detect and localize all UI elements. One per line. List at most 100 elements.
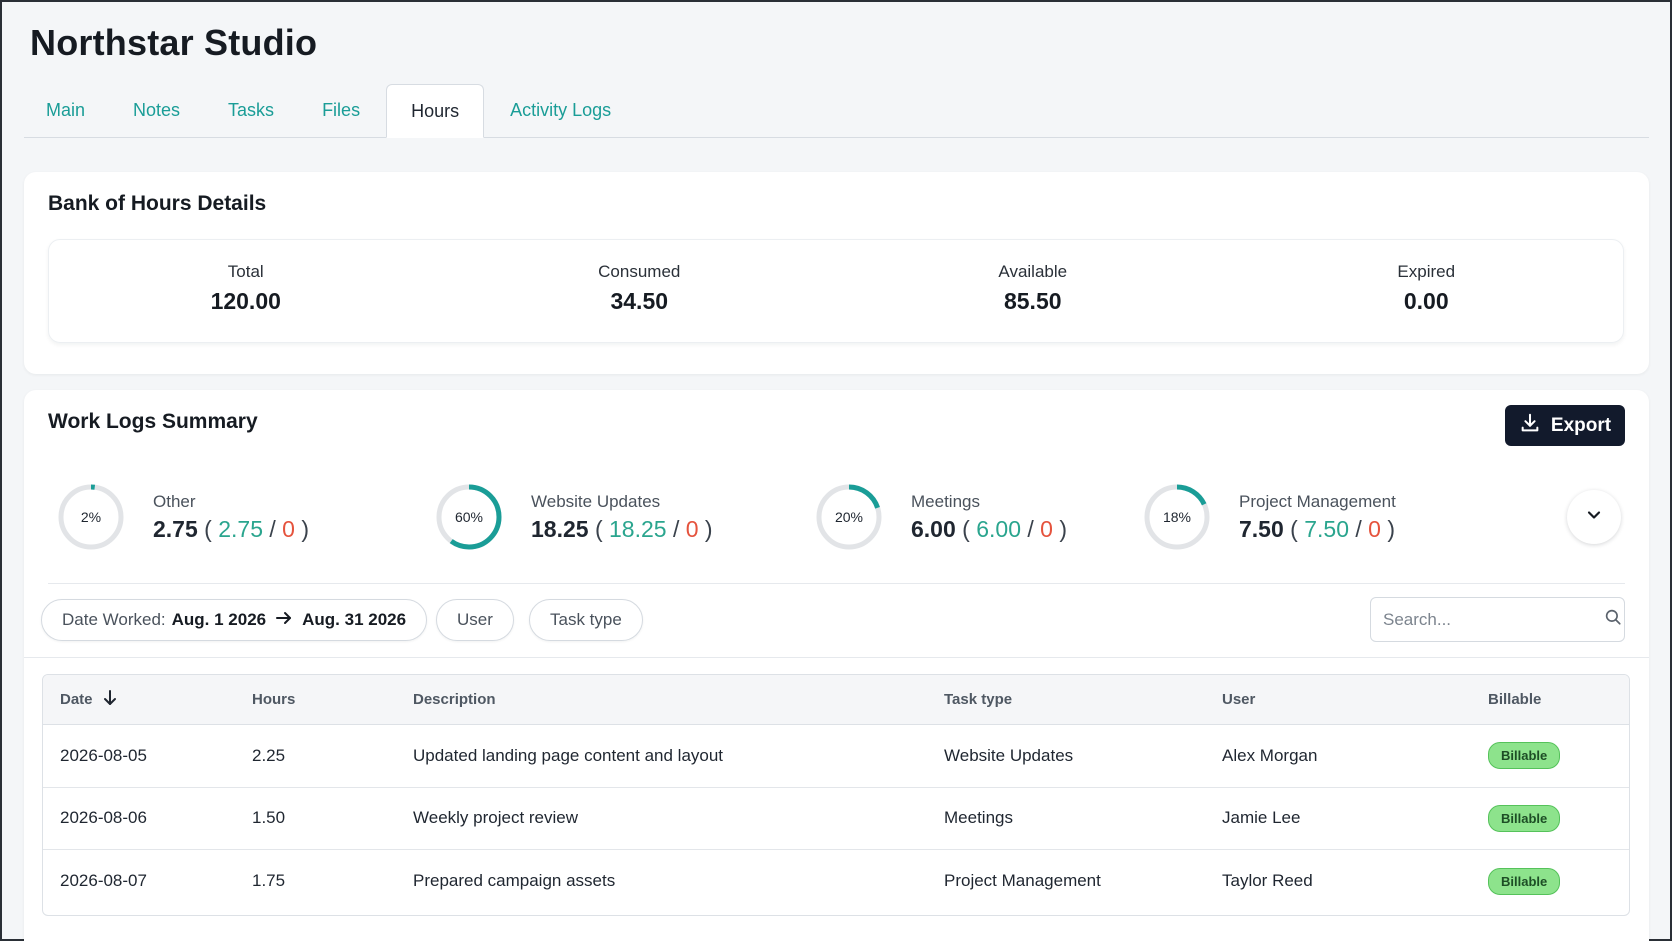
search-icon[interactable] [1604,608,1622,631]
expand-summary-button[interactable] [1567,490,1621,544]
progress-ring: 60% [435,483,503,551]
arrow-right-icon [276,610,292,630]
summary-values: 6.00 ( 6.00 / 0 ) [911,515,1068,542]
date-worked-filter[interactable]: Date Worked: Aug. 1 2026 Aug. 31 2026 [41,599,428,641]
cell-date: 2026-08-06 [60,808,147,828]
cell-task-type: Website Updates [944,745,1074,765]
summary-name: Meetings [911,491,980,511]
stat-label: Available [998,262,1068,281]
stat-consumed: Consumed 34.50 [443,240,837,342]
summary-billable: 7.50 [1304,515,1349,542]
table-row[interactable]: 2026-08-06 1.50 Weekly project review Me… [43,788,1629,850]
stat-value: 0.00 [1403,288,1449,314]
search-box [1370,597,1625,642]
summary-total: 18.25 [531,515,589,542]
summary-name: Website Updates [531,491,661,511]
cell-task-type: Project Management [944,871,1101,891]
ring-percent: 2% [80,509,102,525]
summary-item-meetings: 20% Meetings 6.00 ( 6.00 / 0 ) [815,482,1067,552]
billable-badge: Billable [1488,804,1561,832]
search-input[interactable] [1383,609,1604,630]
work-logs-table: Date Hours Description Task type User Bi… [42,674,1630,916]
ring-percent: 18% [1162,509,1192,525]
cell-hours: 1.75 [252,871,286,891]
table-header: Date Hours Description Task type User Bi… [43,675,1629,725]
tab-tasks[interactable]: Tasks [228,100,275,120]
page-title: Northstar Studio [30,22,318,63]
billable-badge: Billable [1488,867,1561,895]
cell-user: Jamie Lee [1222,808,1301,828]
date-filter-label: Date Worked: [62,610,166,629]
summary-billable: 18.25 [609,515,667,542]
summary-billable: 6.00 [976,515,1021,542]
work-logs-title: Work Logs Summary [48,410,258,433]
stat-value: 85.50 [1003,288,1062,314]
table-row[interactable]: 2026-08-07 1.75 Prepared campaign assets… [43,850,1629,913]
cell-description: Weekly project review [413,808,579,828]
summary-nonbillable: 0 [685,515,699,542]
column-header-date[interactable]: Date [43,689,245,710]
column-header-user: User [1222,691,1256,708]
date-to: Aug. 31 2026 [302,610,407,629]
column-header-hours: Hours [252,691,296,708]
user-filter[interactable]: User [436,599,514,641]
ring-percent: 20% [834,509,864,525]
summary-nonbillable: 0 [1040,515,1053,542]
summary-name: Other [153,491,196,511]
summary-total: 2.75 [153,515,198,542]
tab-main[interactable]: Main [46,100,86,120]
summary-item-website-updates: 60% Website Updates 18.25 ( 18.25 / 0 ) [435,482,713,552]
cell-user: Taylor Reed [1222,871,1313,891]
task-type-filter[interactable]: Task type [529,599,643,641]
stat-value: 120.00 [210,288,281,314]
summary-values: 2.75 ( 2.75 / 0 ) [153,515,310,542]
cell-description: Prepared campaign assets [413,871,616,891]
tab-hours[interactable]: Hours [386,84,485,138]
summary-values: 18.25 ( 18.25 / 0 ) [531,515,713,542]
stat-label: Consumed [598,262,681,281]
summary-item-other: 2% Other 2.75 ( 2.75 / 0 ) [57,482,309,552]
divider [24,657,1649,658]
cell-hours: 2.25 [252,745,286,765]
cell-date: 2026-08-07 [60,871,147,891]
summary-values: 7.50 ( 7.50 / 0 ) [1239,515,1396,542]
stat-total: Total 120.00 [49,240,443,342]
stat-label: Expired [1397,262,1456,281]
column-header-description: Description [413,691,496,708]
summary-nonbillable: 0 [282,515,295,542]
chevron-down-icon [1584,505,1604,530]
bank-of-hours-title: Bank of Hours Details [48,192,267,215]
summary-total: 7.50 [1239,515,1284,542]
summary-item-project-management: 18% Project Management 7.50 ( 7.50 / 0 ) [1143,482,1396,552]
stat-available: Available 85.50 [836,240,1230,342]
tab-notes[interactable]: Notes [133,100,181,120]
column-header-task-type: Task type [944,691,1013,708]
tab-files[interactable]: Files [322,100,361,120]
export-label: Export [1550,414,1612,436]
tab-activity-logs[interactable]: Activity Logs [510,100,612,120]
stat-label: Total [227,262,264,281]
cell-user: Alex Morgan [1222,745,1318,765]
progress-ring: 20% [815,483,883,551]
arrow-down-icon [103,689,117,710]
download-icon [1519,412,1541,440]
summary-nonbillable: 0 [1368,515,1381,542]
stat-expired: Expired 0.00 [1230,240,1624,342]
table-row[interactable]: 2026-08-05 2.25 Updated landing page con… [43,725,1629,788]
work-logs-card: Work Logs Summary Export 2% Other 2.75 (… [24,390,1649,941]
summary-name: Project Management [1239,491,1396,511]
date-from: Aug. 1 2026 [171,610,267,629]
column-header-billable: Billable [1488,691,1542,708]
tab-bar: Main Notes Tasks Files Hours Activity Lo… [24,84,1649,138]
cell-date: 2026-08-05 [60,745,147,765]
divider [48,583,1625,584]
progress-ring: 18% [1143,483,1211,551]
summary-total: 6.00 [911,515,956,542]
bank-stats-panel: Total 120.00 Consumed 34.50 Available 85… [48,239,1624,343]
cell-task-type: Meetings [944,808,1013,828]
ring-percent: 60% [454,509,484,525]
billable-badge: Billable [1488,742,1561,770]
cell-description: Updated landing page content and layout [413,745,724,765]
export-button[interactable]: Export [1505,405,1625,446]
bank-of-hours-card: Bank of Hours Details Total 120.00 Consu… [24,172,1649,374]
